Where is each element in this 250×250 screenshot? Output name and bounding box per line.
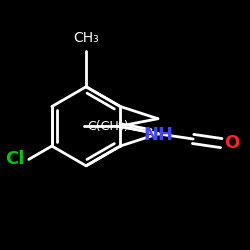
Text: C(CH₃)₃: C(CH₃)₃ [88, 120, 134, 133]
Text: O: O [224, 134, 240, 152]
Text: CH₃: CH₃ [73, 31, 99, 45]
Text: Cl: Cl [5, 150, 24, 168]
Text: NH: NH [143, 126, 173, 144]
